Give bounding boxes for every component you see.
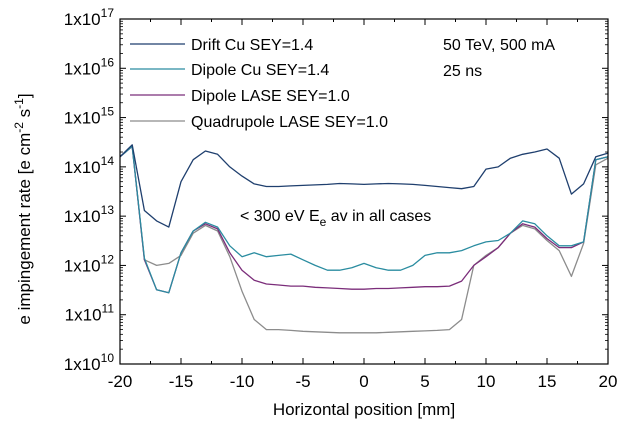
plot-frame [119, 18, 609, 365]
y-tick-label: 1x1011 [65, 302, 115, 325]
x-axis-title: Horizontal position [mm] [273, 400, 455, 419]
y-tick-label: 1x1017 [64, 6, 115, 29]
axis-tick-labels: -20 -15 -10 -5 0 5 10 15 20 1x1010 1x1011 1x1012 1x1… [64, 6, 617, 391]
y-tick-label: 1x1010 [64, 351, 115, 374]
x-tick-label: -10 [230, 372, 255, 391]
legend-label: Dipole LASE SEY=1.0 [191, 88, 350, 105]
x-tick-label: 20 [599, 372, 617, 391]
x-tick-label: -20 [108, 372, 133, 391]
x-tick-label: -15 [169, 372, 194, 391]
legend-label: Drift Cu SEY=1.4 [191, 37, 313, 54]
x-tick-label: 15 [538, 372, 557, 391]
series-line [119, 144, 609, 228]
annotation-conditions: 50 TeV, 500 mA [443, 37, 555, 54]
y-tick-label: 1x1012 [64, 252, 115, 275]
annotation-bunch-spacing: 25 ns [443, 63, 482, 80]
legend-label: Quadrupole LASE SEY=1.0 [191, 114, 388, 131]
y-tick-label: 1x1015 [64, 105, 115, 128]
x-tick-label: 0 [359, 372, 368, 391]
y-tick-label: 1x1016 [64, 55, 115, 78]
x-tick-label: 5 [420, 372, 429, 391]
series-lines [119, 144, 609, 334]
y-axis-title: e impingement rate [e cm-2 s-1] [12, 93, 34, 324]
x-tick-label: 10 [477, 372, 496, 391]
x-tick-label: -5 [295, 372, 310, 391]
series-line [119, 145, 609, 294]
legend: Drift Cu SEY=1.4 Dipole Cu SEY=1.4 Dipole … [130, 37, 388, 131]
y-tick-label: 1x1014 [64, 154, 115, 177]
series-line [119, 145, 609, 334]
annotation-energy: < 300 eV Ee av in all cases [240, 208, 431, 229]
y-tick-label: 1x1013 [64, 203, 115, 226]
series-line [119, 145, 609, 294]
legend-label: Dipole Cu SEY=1.4 [191, 62, 329, 79]
